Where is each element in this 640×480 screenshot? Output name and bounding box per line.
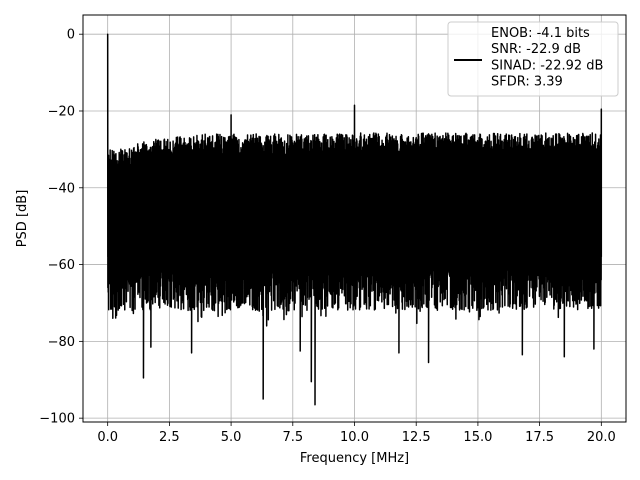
x-tick-label: 17.5 xyxy=(525,430,554,445)
y-tick-label: 0 xyxy=(67,28,75,43)
y-tick-label: −40 xyxy=(48,181,75,196)
legend-entry-sfdr: SFDR: 3.39 xyxy=(491,75,563,90)
x-tick-label: 12.5 xyxy=(402,430,431,445)
y-tick-label: −20 xyxy=(48,104,75,119)
x-tick-label: 20.0 xyxy=(587,430,616,445)
legend-box xyxy=(447,21,619,97)
x-tick-label: 10.0 xyxy=(340,430,369,445)
x-tick-label: 0.0 xyxy=(97,430,118,445)
y-tick-label: −100 xyxy=(39,412,75,427)
legend-entry-snr: SNR: -22.9 dB xyxy=(491,42,581,57)
y-axis-label: PSD [dB] xyxy=(15,190,30,248)
x-tick-label: 7.5 xyxy=(282,430,303,445)
legend: ENOB: -4.1 bits SNR: -22.9 dB SINAD: -22… xyxy=(447,21,619,97)
legend-entry-sinad: SINAD: -22.92 dB xyxy=(491,58,603,73)
psd-series-line xyxy=(106,33,603,406)
y-tick-label: −80 xyxy=(48,335,75,350)
x-tick-label: 2.5 xyxy=(159,430,180,445)
x-tick-label: 15.0 xyxy=(463,430,492,445)
x-axis-label: Frequency [MHz] xyxy=(300,451,409,466)
x-tick-label: 5.0 xyxy=(221,430,242,445)
y-tick-label: −60 xyxy=(48,258,75,273)
data-layer xyxy=(106,33,603,406)
tick-layer: 0.0 2.5 5.0 7.5 10.0 12.5 15.0 17.5 20.0 0 −20 −40 −… xyxy=(39,28,616,445)
legend-entry-enob: ENOB: -4.1 bits xyxy=(491,26,590,41)
